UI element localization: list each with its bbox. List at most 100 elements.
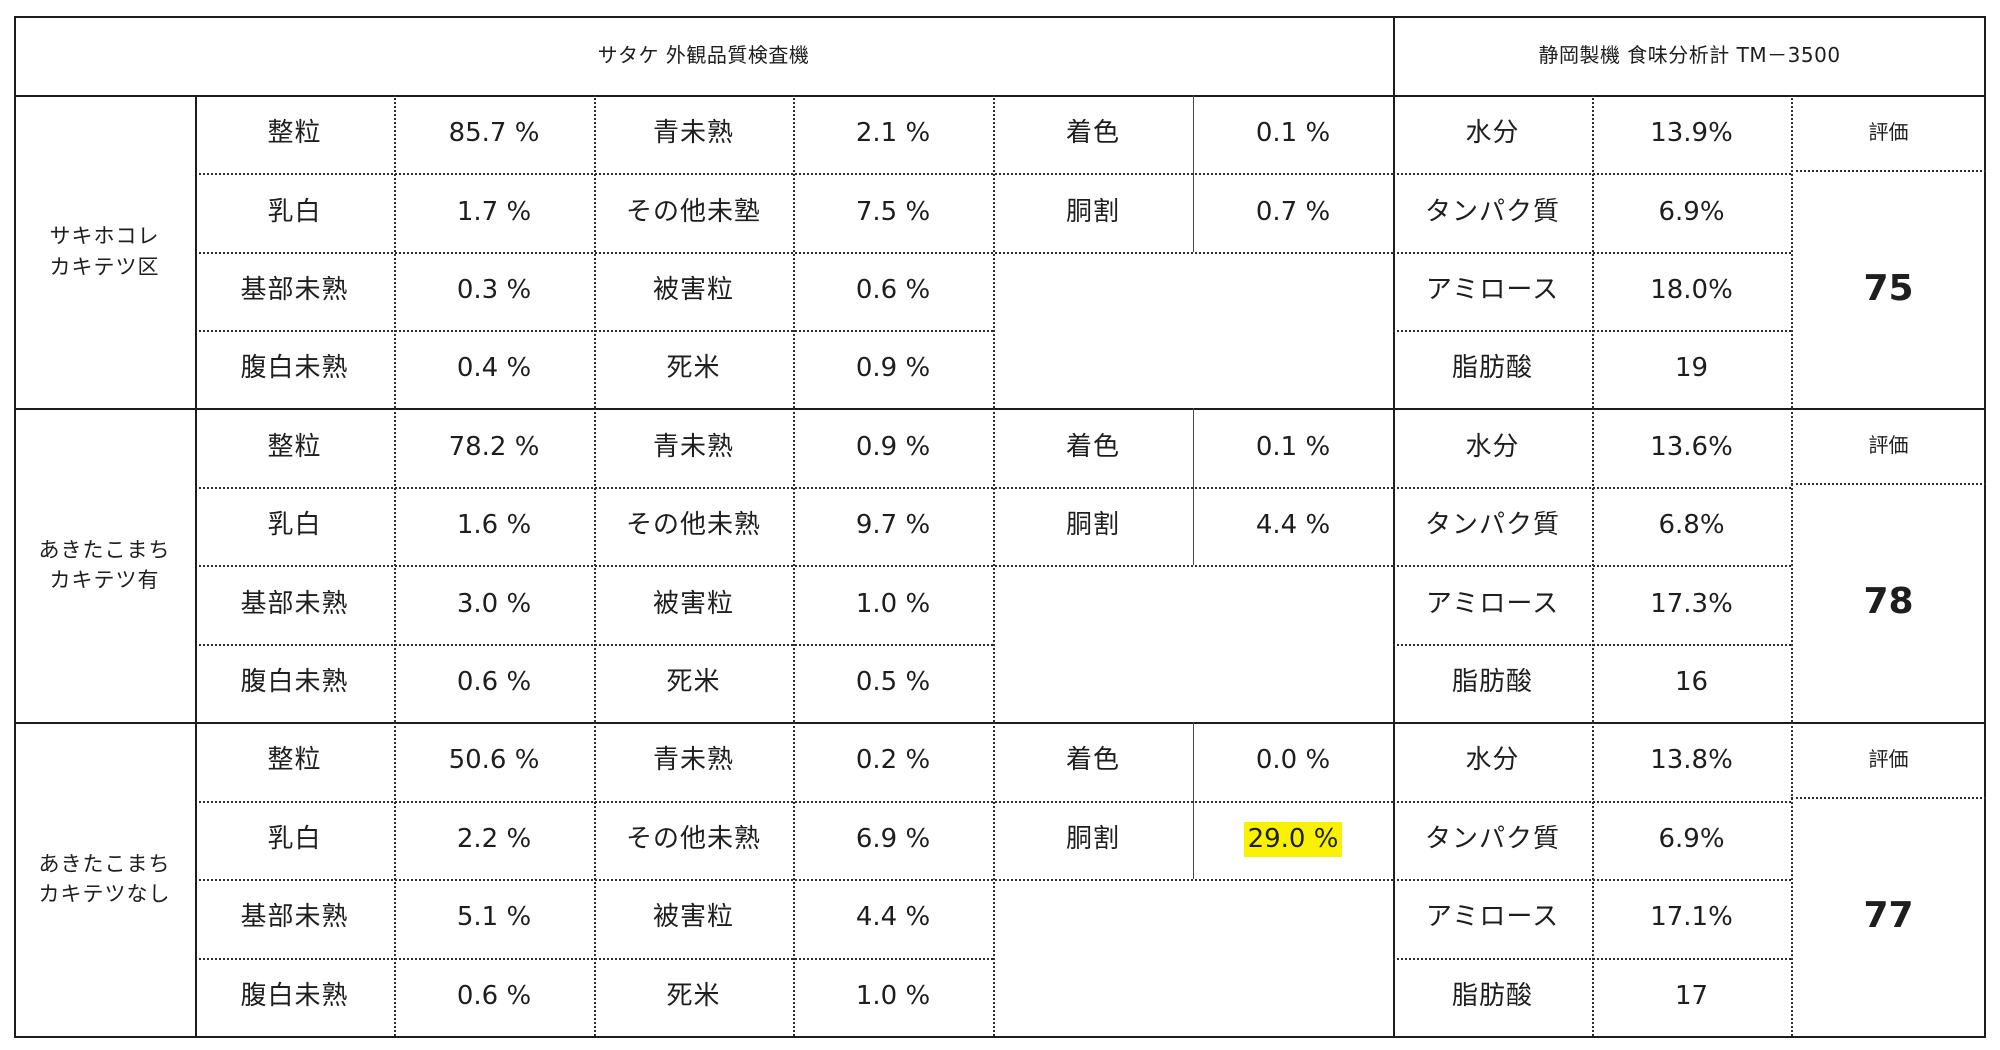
taste-value: 18.0% [1650, 275, 1733, 306]
evaluation-score: 78 [1863, 581, 1914, 623]
grid-line-horizontal [1791, 797, 1986, 799]
metric-value: 78.2 % [448, 431, 540, 462]
taste-analyzer-header: 静岡製機 食味分析計 TM－3500 [1538, 43, 1841, 67]
metric-value: 4.4 % [1255, 510, 1331, 541]
metric-label: 腹白未熟 [240, 980, 349, 1011]
metric-value: 1.7 % [456, 196, 532, 227]
metric-value: 3.0 % [456, 588, 532, 619]
metric-label: 青未熟 [652, 431, 734, 462]
taste-label: タンパク質 [1424, 823, 1560, 854]
metric-value: 50.6 % [448, 745, 540, 776]
grid-line-vertical [1592, 408, 1594, 722]
metric-value: 0.7 % [1255, 196, 1331, 227]
taste-label: 水分 [1465, 431, 1520, 462]
taste-label: 脂肪酸 [1451, 353, 1533, 384]
highlight-marker: 29.0 % [1243, 821, 1343, 858]
grid-line-vertical [993, 722, 995, 1036]
metric-label: その他未熟 [625, 510, 761, 541]
grid-line-vertical [594, 95, 596, 408]
grid-line-horizontal [1791, 483, 1986, 485]
grid-line-vertical [993, 408, 995, 722]
metric-label: 基部未熟 [240, 588, 349, 619]
appearance-inspector-header: サタケ 外観品質検査機 [597, 43, 810, 67]
metric-value: 0.0 % [1255, 745, 1331, 776]
metric-label: 被害粒 [652, 902, 734, 933]
metric-value: 4.4 % [855, 902, 931, 933]
metric-label: 被害粒 [652, 275, 734, 306]
metric-value: 9.7 % [855, 510, 931, 541]
grid-line-vertical [1592, 95, 1594, 408]
metric-label: 死米 [666, 980, 721, 1011]
group-name-line1: サキホコレ [49, 224, 160, 249]
metric-value: 6.9 % [855, 823, 931, 854]
group-label: あきたこまち カキテツ有 [14, 408, 195, 722]
grid-line-horizontal [14, 95, 1986, 97]
taste-label: タンパク質 [1424, 510, 1560, 541]
grid-line-horizontal [1791, 170, 1986, 172]
taste-label: 水分 [1465, 118, 1520, 149]
metric-label: 胴割 [1065, 510, 1120, 541]
grid-line-vertical [1791, 408, 1793, 722]
evaluation-label: 評価 [1868, 747, 1909, 771]
metric-value: 0.6 % [855, 275, 931, 306]
taste-value: 17 [1674, 980, 1709, 1011]
metric-label: 整粒 [267, 745, 322, 776]
metric-value: 0.5 % [855, 667, 931, 698]
metric-label: 整粒 [267, 118, 322, 149]
metric-value: 1.0 % [855, 588, 931, 619]
taste-value: 17.1% [1650, 902, 1733, 933]
taste-value: 6.9% [1658, 196, 1725, 227]
metric-value: 1.6 % [456, 510, 532, 541]
metric-label: その他未熟 [625, 823, 761, 854]
metric-label: 死米 [666, 667, 721, 698]
metric-label: 整粒 [267, 431, 322, 462]
metric-value: 7.5 % [855, 196, 931, 227]
taste-label: 脂肪酸 [1451, 980, 1533, 1011]
taste-label: アミロース [1425, 902, 1560, 933]
evaluation-score: 77 [1863, 895, 1914, 937]
metric-label: 青未熟 [652, 118, 734, 149]
metric-value: 0.4 % [456, 353, 532, 384]
metric-label: 着色 [1065, 431, 1120, 462]
taste-value: 17.3% [1650, 588, 1733, 619]
metric-value: 0.1 % [1255, 118, 1331, 149]
metric-label: 着色 [1065, 745, 1120, 776]
grid-line-vertical [1193, 722, 1194, 879]
metric-label: 被害粒 [652, 588, 734, 619]
metric-value: 0.6 % [456, 667, 532, 698]
metric-value: 0.9 % [855, 431, 931, 462]
metric-label: 青未熟 [652, 745, 734, 776]
metric-label: 乳白 [267, 510, 322, 541]
rice-quality-table: サタケ 外観品質検査機 静岡製機 食味分析計 TM－3500 サキホコレ カキテ… [14, 16, 1986, 1041]
taste-value: 13.9% [1650, 118, 1733, 149]
group-name-line2: カキテツなし [38, 882, 171, 906]
taste-label: アミロース [1425, 275, 1560, 306]
taste-value: 13.8% [1650, 745, 1733, 776]
metric-value: 1.0 % [855, 980, 931, 1011]
taste-label: アミロース [1425, 588, 1560, 619]
grid-line-vertical [195, 722, 197, 1036]
metric-value: 0.1 % [1255, 431, 1331, 462]
grid-line-vertical [594, 408, 596, 722]
grid-line-vertical [1193, 408, 1194, 565]
grid-line-vertical [14, 16, 16, 1036]
metric-label: 乳白 [267, 823, 322, 854]
evaluation-label: 評価 [1868, 433, 1909, 457]
metric-label: 着色 [1065, 118, 1120, 149]
group-label: サキホコレ カキテツ区 [14, 95, 195, 408]
metric-label: 胴割 [1065, 196, 1120, 227]
group-name-line1: あきたこまち [38, 851, 171, 876]
taste-label: 水分 [1465, 745, 1520, 776]
metric-value: 85.7 % [448, 118, 540, 149]
grid-line-vertical [195, 95, 197, 408]
grid-line-vertical [1984, 16, 1986, 1036]
evaluation-label: 評価 [1868, 120, 1909, 144]
group-label: あきたこまち カキテツなし [14, 722, 195, 1036]
group-name-line2: カキテツ有 [49, 568, 160, 592]
evaluation-score: 75 [1863, 267, 1914, 309]
metric-value-highlighted: 29.0 % [1193, 800, 1393, 879]
metric-value: 5.1 % [456, 902, 532, 933]
metric-label: 胴割 [1065, 823, 1120, 854]
metric-value: 0.3 % [456, 275, 532, 306]
grid-line-horizontal [14, 722, 1986, 724]
